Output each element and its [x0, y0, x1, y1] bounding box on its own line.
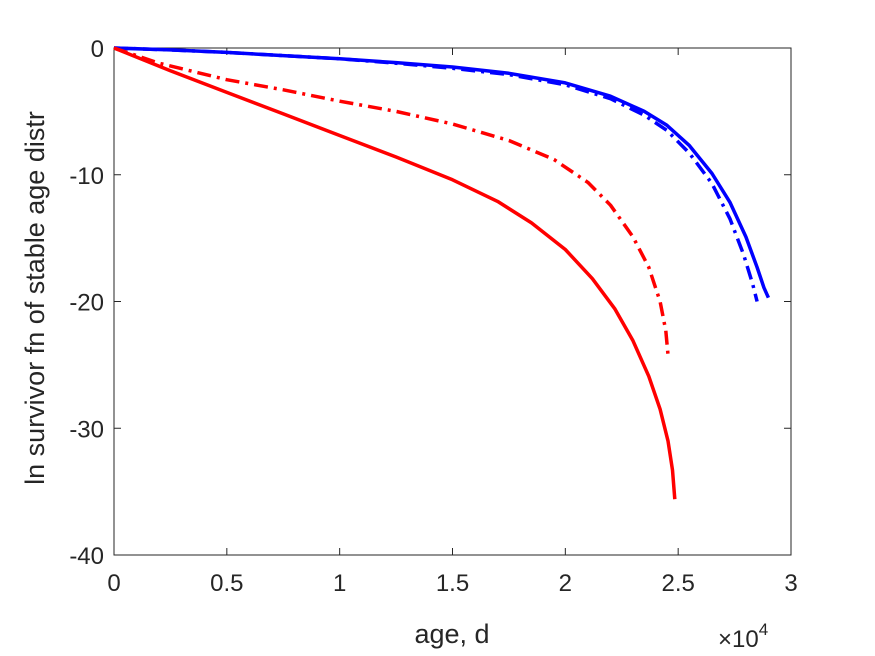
series-line-4 [113, 46, 677, 500]
series-layer [113, 46, 770, 500]
x-tick-label: 0.5 [210, 570, 243, 597]
y-tick-label: -30 [69, 416, 104, 443]
x-tick-label: 1.5 [436, 570, 469, 597]
x-axis-label: age, d [414, 619, 489, 649]
x-axis-exponent-base: ×10 [718, 626, 759, 653]
x-axis-ticks: 0 0.5 1 1.5 2 2.5 3 [107, 48, 798, 597]
x-axis-exponent: ×104 [718, 620, 768, 653]
x-tick-label: 0 [107, 570, 120, 597]
x-tick-label: 3 [784, 570, 797, 597]
y-tick-label: -10 [69, 163, 104, 190]
x-tick-label: 1 [333, 570, 346, 597]
y-axis-ticks: 0 -10 -20 -30 -40 [69, 36, 791, 570]
y-axis-label: ln survivor fn of stable age distr [20, 111, 50, 485]
y-tick-label: -20 [69, 290, 104, 317]
x-tick-label: 2.5 [661, 570, 694, 597]
y-tick-label: 0 [91, 36, 104, 63]
series-line-2 [113, 46, 759, 302]
series-line-3 [113, 46, 670, 355]
x-axis-exponent-power: 4 [759, 620, 768, 639]
x-tick-label: 2 [559, 570, 572, 597]
plot-area [113, 47, 792, 556]
y-tick-label: -40 [69, 543, 104, 570]
series-line-1 [113, 46, 770, 299]
